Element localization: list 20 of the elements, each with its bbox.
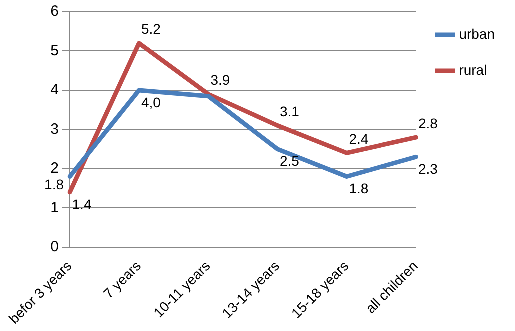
data-label: 1.8: [349, 180, 369, 197]
data-label: 2.8: [418, 115, 438, 132]
data-label: 3.9: [210, 72, 230, 88]
y-tick-label: 3: [50, 120, 59, 138]
y-tick-label: 6: [50, 3, 59, 20]
data-label: 5.2: [142, 21, 162, 38]
data-label: 1.4: [72, 196, 92, 212]
legend-label: rural: [459, 62, 488, 78]
data-label: 2.5: [280, 153, 300, 170]
data-label: 2.3: [418, 160, 438, 177]
data-label: 2.4: [349, 131, 369, 148]
y-tick-label: 2: [50, 160, 59, 178]
data-label: 3.1: [280, 104, 300, 120]
y-tick-label: 5: [50, 42, 59, 60]
data-label: 4,0: [142, 94, 162, 110]
y-tick-label: 4: [50, 82, 59, 99]
y-tick-label: 1: [50, 199, 59, 216]
legend-label: urban: [459, 26, 496, 42]
data-label: 1.8: [44, 176, 64, 193]
y-tick-label: 0: [50, 238, 59, 256]
